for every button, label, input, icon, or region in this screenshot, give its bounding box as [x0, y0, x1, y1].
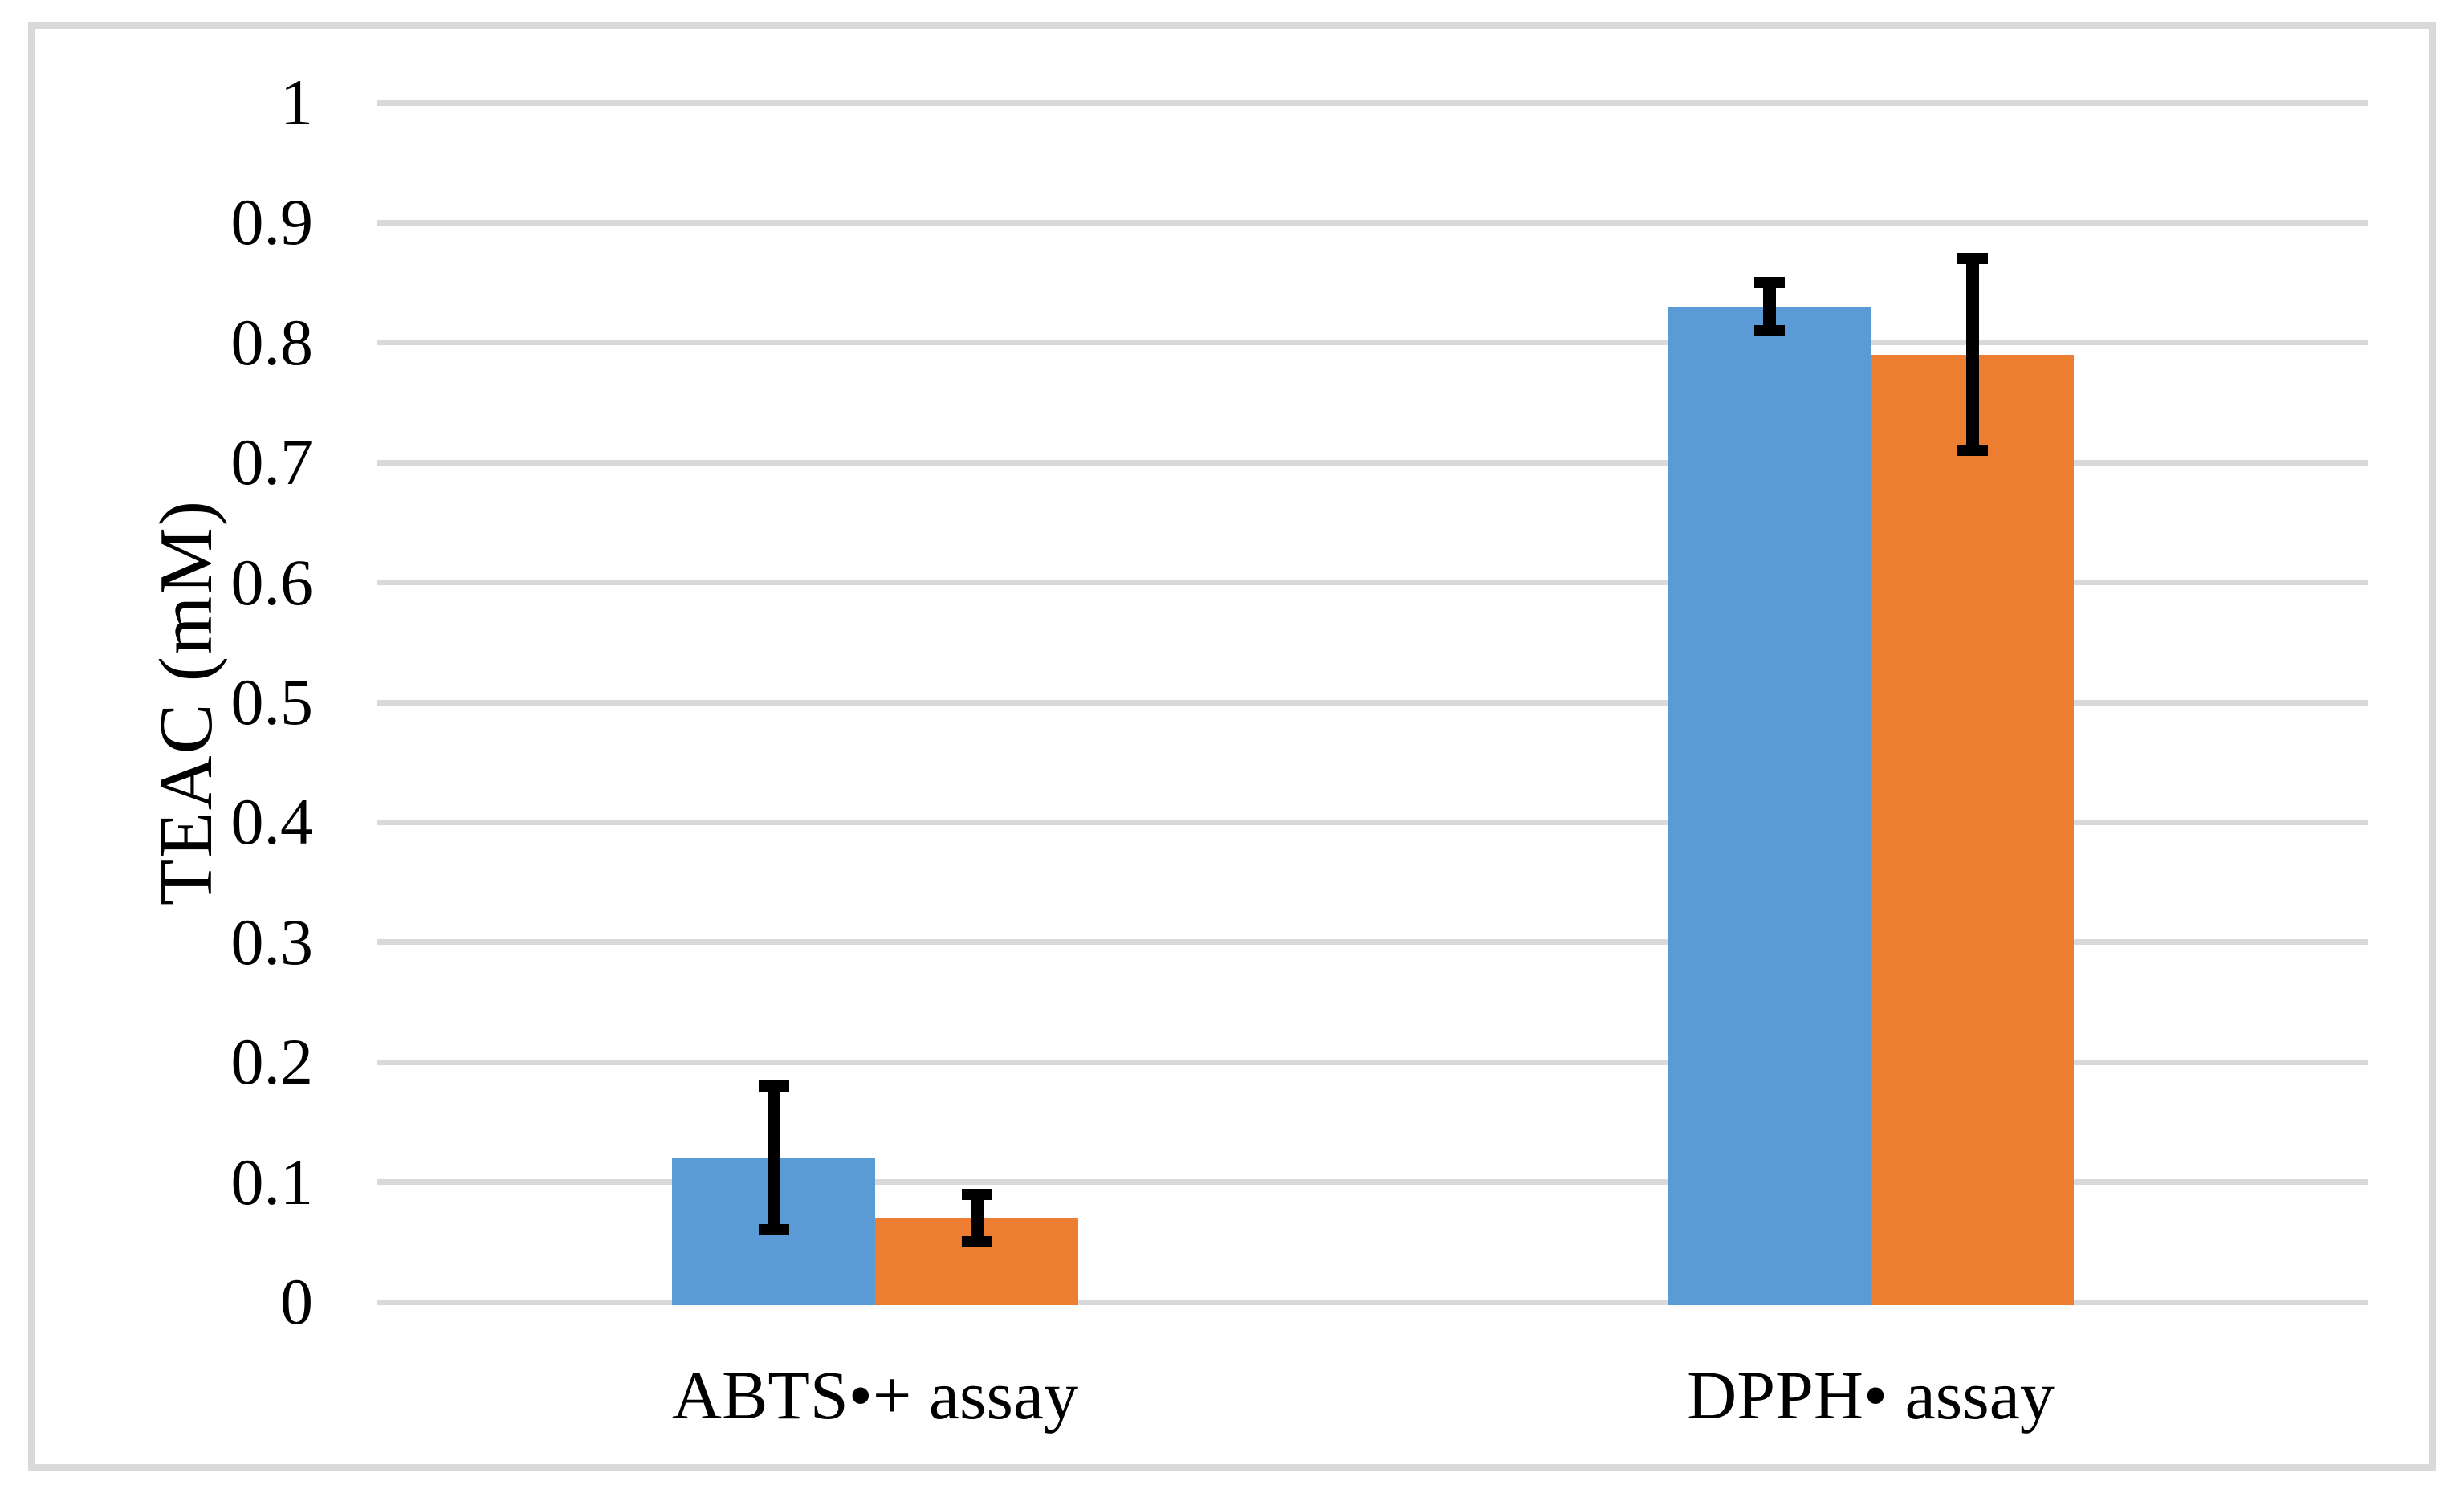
error-bar-s1-c2-line [1762, 283, 1776, 331]
error-bar-s1-c1-line [767, 1086, 780, 1231]
gridline [377, 100, 2368, 106]
gridline [377, 340, 2368, 346]
y-tick-label: 0.8 [230, 305, 314, 379]
error-bar-s2-c1-top-cap [961, 1188, 992, 1200]
bar-s1-c2 [1668, 306, 1871, 1305]
error-bar-s2-c2-bottom-cap [1957, 445, 1988, 457]
y-tick-label: 0 [280, 1265, 313, 1338]
error-bar-s2-c2-line [1965, 258, 1979, 451]
error-bar-s1-c2-top-cap [1753, 277, 1785, 289]
error-bar-s1-c1-bottom-cap [758, 1224, 789, 1236]
error-bar-s1-c2-bottom-cap [1753, 324, 1785, 336]
gridline [377, 1059, 2368, 1065]
y-tick-label: 0.5 [230, 665, 314, 738]
gridline [377, 1299, 2368, 1305]
error-bar-s2-c1-line [970, 1194, 984, 1243]
y-tick-label: 0.7 [230, 425, 314, 499]
gridline [377, 219, 2368, 226]
gridline [377, 580, 2368, 586]
y-tick-label: 0.9 [230, 185, 314, 259]
error-bar-s2-c1-bottom-cap [961, 1236, 992, 1248]
y-tick-label: 0.6 [230, 545, 314, 619]
y-tick-label: 0.3 [230, 905, 314, 978]
gridline [377, 939, 2368, 946]
x-category-label: DPPH• assay [1687, 1357, 2055, 1434]
y-tick-label: 0.2 [230, 1025, 314, 1099]
error-bar-s2-c2-top-cap [1957, 253, 1988, 265]
gridline [377, 459, 2368, 466]
bar-s2-c2 [1871, 354, 2074, 1305]
x-category-label: ABTS•+ assay [671, 1357, 1079, 1434]
y-tick-label: 0.1 [230, 1145, 314, 1218]
gridline [377, 1179, 2368, 1186]
error-bar-s1-c1-top-cap [758, 1080, 789, 1092]
gridline [377, 819, 2368, 825]
y-tick-label: 1 [280, 66, 313, 139]
gridline [377, 699, 2368, 706]
y-tick-label: 0.4 [230, 785, 314, 859]
